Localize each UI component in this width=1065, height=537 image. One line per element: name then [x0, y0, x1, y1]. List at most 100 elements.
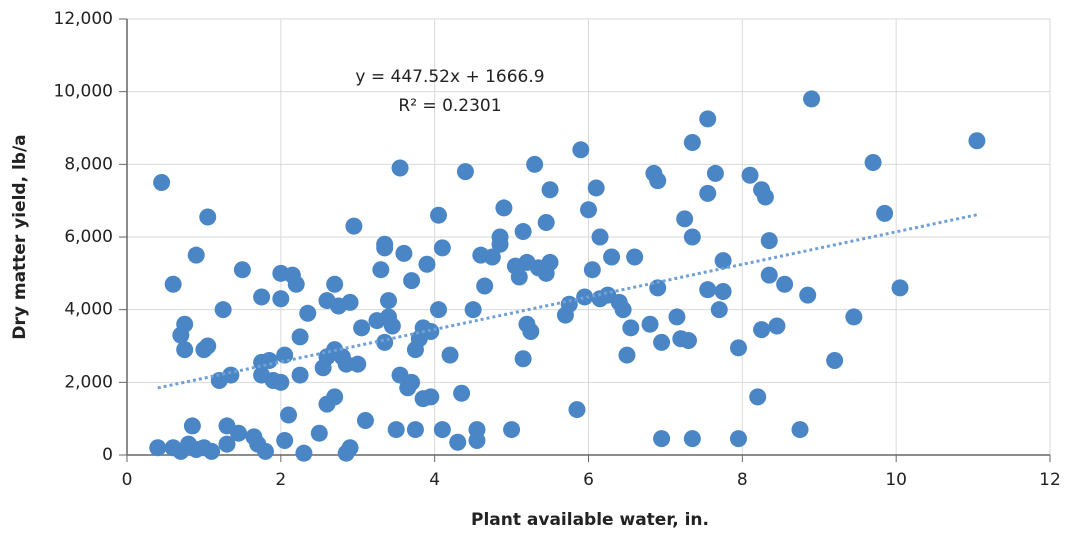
point — [326, 388, 344, 406]
point — [256, 442, 274, 460]
point — [699, 281, 717, 299]
y-tick-label: 4,000 — [64, 300, 113, 320]
point — [760, 266, 778, 284]
point — [260, 352, 278, 370]
point — [483, 248, 501, 266]
point — [714, 283, 732, 300]
point — [433, 421, 451, 439]
point — [729, 430, 747, 448]
point — [299, 304, 317, 322]
x-tick-label: 8 — [737, 470, 748, 490]
point — [683, 228, 701, 246]
point — [753, 321, 771, 339]
point — [341, 439, 359, 457]
point — [572, 141, 590, 159]
point — [422, 388, 440, 406]
point — [591, 228, 609, 246]
point — [376, 333, 394, 351]
x-tick-label: 2 — [275, 470, 286, 490]
x-tick-label: 4 — [429, 470, 440, 490]
point — [310, 424, 328, 442]
point — [345, 217, 363, 235]
annotation: R² = 0.2301 — [398, 96, 501, 116]
point — [618, 346, 636, 364]
point — [603, 248, 621, 266]
point — [199, 208, 217, 226]
point — [510, 268, 528, 286]
x-tick-label: 12 — [1039, 470, 1061, 490]
point — [845, 308, 863, 326]
x-tick-label: 6 — [583, 470, 594, 490]
point — [376, 235, 394, 253]
point — [626, 248, 644, 266]
point — [199, 337, 217, 355]
point — [891, 279, 909, 297]
point — [387, 421, 405, 439]
point — [568, 401, 586, 419]
point — [295, 444, 313, 462]
point — [968, 132, 986, 150]
point — [176, 341, 194, 359]
point — [668, 308, 686, 326]
point — [491, 228, 509, 246]
point — [580, 201, 597, 219]
point — [233, 261, 251, 279]
y-axis-title: Dry matter yield, lb/a — [10, 134, 30, 339]
point — [729, 339, 747, 357]
point — [803, 90, 821, 108]
point — [403, 373, 421, 391]
point — [476, 277, 494, 295]
point — [749, 388, 767, 406]
point — [287, 275, 305, 293]
point — [776, 275, 794, 293]
point — [418, 255, 436, 273]
annotation: y = 447.52x + 1666.9 — [355, 67, 544, 87]
point — [326, 275, 344, 293]
point — [380, 292, 398, 310]
point — [622, 319, 640, 337]
point — [291, 366, 309, 384]
point — [683, 134, 701, 152]
point — [826, 352, 844, 370]
point — [641, 315, 659, 333]
point — [218, 435, 236, 453]
x-tick-label: 10 — [885, 470, 907, 490]
point — [176, 315, 194, 333]
point — [741, 166, 759, 184]
point — [653, 430, 671, 448]
point — [449, 433, 467, 451]
point — [187, 246, 205, 264]
point — [514, 350, 532, 368]
point — [356, 411, 374, 429]
point — [395, 244, 413, 262]
point — [526, 155, 544, 173]
point — [706, 164, 724, 182]
point — [272, 373, 290, 391]
point — [383, 317, 401, 335]
point — [164, 275, 182, 293]
point — [768, 317, 786, 335]
point — [876, 204, 894, 222]
point — [699, 184, 717, 202]
point — [203, 442, 221, 460]
point — [464, 301, 482, 319]
point — [280, 406, 298, 424]
point — [541, 181, 559, 199]
point — [372, 261, 390, 279]
point — [353, 319, 371, 337]
point — [403, 272, 421, 290]
point — [349, 355, 367, 373]
y-tick-label: 0 — [102, 445, 113, 465]
point — [253, 288, 271, 306]
point — [710, 301, 728, 319]
point — [653, 333, 671, 351]
point — [272, 290, 290, 308]
point — [864, 154, 882, 172]
point — [791, 421, 809, 439]
y-tick-label: 2,000 — [64, 372, 113, 392]
point — [149, 439, 167, 457]
point — [453, 384, 471, 402]
point — [433, 239, 451, 257]
point — [583, 261, 601, 279]
y-tick-label: 12,000 — [54, 9, 113, 29]
